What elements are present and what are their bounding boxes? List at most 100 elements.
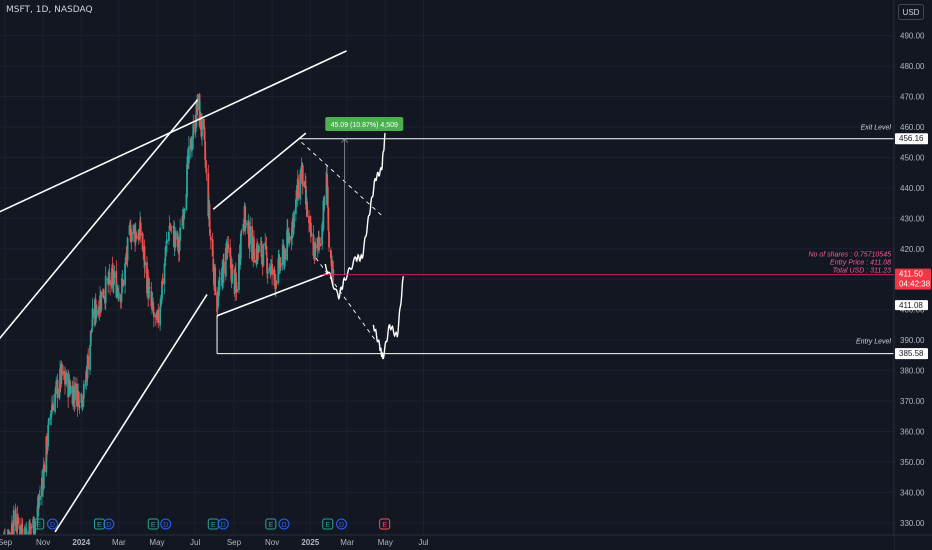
candle-body — [248, 221, 250, 248]
candle-body — [41, 478, 44, 479]
candle-body — [256, 245, 259, 261]
time-tick-label: Nov — [265, 538, 279, 547]
time-axis-bg — [0, 535, 894, 550]
candle-body — [30, 526, 33, 529]
candle-body — [55, 380, 58, 385]
candle-body — [69, 385, 72, 394]
candle-body — [41, 478, 43, 497]
candle-body — [300, 166, 303, 181]
candle-body — [223, 261, 225, 274]
candle-body — [235, 281, 238, 290]
measure-arrow-icon — [341, 138, 348, 143]
candle-body — [203, 118, 205, 130]
candle-body — [330, 255, 333, 267]
candle-body — [20, 523, 23, 530]
triangle-lower-line — [216, 272, 329, 317]
candle-body — [25, 531, 28, 534]
dividend-marker — [103, 518, 115, 530]
time-tick-label: 2025 — [301, 538, 319, 547]
candle-body — [269, 265, 272, 274]
exit-level-tag-label: 456.16 — [899, 134, 924, 143]
candle-body — [96, 309, 98, 315]
price-tick-label: 460.00 — [900, 123, 925, 132]
dividend-marker — [217, 518, 229, 530]
candle-body — [63, 371, 66, 378]
candle-body — [297, 180, 300, 199]
candle-body — [52, 403, 55, 411]
candle-body — [322, 200, 325, 230]
candle-body — [262, 244, 265, 266]
candle-body — [195, 102, 198, 128]
candle-body — [253, 259, 256, 263]
candle-body — [152, 302, 155, 312]
time-axis[interactable]: Sep Nov 2024 Mar May Jul Sep Nov 2025 Mar May Jul — [0, 534, 932, 550]
candle-body — [229, 255, 232, 269]
upper-trendline — [0, 50, 347, 213]
candle-body — [43, 464, 46, 473]
currency-button[interactable]: USD — [898, 4, 924, 20]
candle-body — [131, 231, 133, 241]
fan-upper-line — [0, 99, 199, 340]
candle-body — [112, 269, 115, 285]
candle-body — [198, 93, 201, 127]
candle-body — [308, 216, 310, 224]
candle-body — [81, 405, 84, 407]
candle-body — [124, 263, 126, 286]
candle-body — [227, 244, 230, 249]
time-tick-label: 2024 — [72, 538, 90, 547]
dividend-marker-label: D — [221, 522, 226, 529]
candle-body — [294, 199, 297, 214]
time-tick-label: May — [378, 538, 393, 547]
time-tick-label: Mar — [340, 538, 354, 547]
price-tick-label: 350.00 — [900, 458, 925, 467]
candle-body — [274, 279, 277, 289]
candle-body — [231, 266, 233, 284]
triangle-upper-line — [212, 132, 307, 210]
measure-label: 45.09 (10.87%) 4,509 — [331, 122, 398, 129]
earnings-marker-label: E — [382, 522, 387, 529]
projection-upper-dashed — [301, 141, 382, 216]
candle-body — [266, 257, 268, 273]
price-tick-label: 420.00 — [900, 245, 925, 254]
candle-body — [8, 531, 11, 536]
candle-body — [15, 527, 18, 532]
time-tick-label: May — [149, 538, 164, 547]
candle-body — [102, 288, 105, 298]
price-tick-label: 440.00 — [900, 184, 925, 193]
candle-body — [204, 161, 207, 167]
price-axis[interactable]: 330.00 340.00 350.00 360.00 370.00 380.00 390.… — [893, 0, 932, 550]
candle-body — [161, 278, 164, 286]
earnings-marker — [147, 518, 159, 530]
candle-body — [133, 227, 136, 229]
candle-body — [221, 260, 224, 289]
candle-body — [304, 186, 307, 205]
candle-body — [249, 226, 252, 245]
candle-body — [129, 226, 131, 228]
candle-body — [139, 222, 142, 236]
candle-body — [36, 506, 39, 523]
candle-body — [51, 405, 53, 414]
candle-body — [47, 425, 50, 447]
candle-body — [39, 496, 41, 500]
candle-body — [192, 124, 195, 140]
candle-body — [144, 261, 147, 266]
candle-body — [191, 140, 194, 148]
candle-body — [268, 267, 271, 270]
time-tick-label: Jul — [418, 538, 428, 547]
candle-body — [116, 286, 118, 298]
candle-body — [190, 136, 193, 152]
candle-body — [91, 328, 93, 332]
candle-body — [72, 387, 75, 407]
candle-body — [65, 372, 68, 385]
candle-body — [109, 280, 111, 286]
position-info-line: Total USD : 311.23 — [833, 268, 891, 275]
entry-level-tag — [895, 348, 928, 360]
candle-body — [132, 225, 135, 234]
dividend-marker-label: D — [281, 522, 286, 529]
candle-body — [87, 355, 90, 369]
time-tick-label: Mar — [112, 538, 126, 547]
candle-body — [207, 173, 210, 217]
candle-body — [182, 211, 185, 220]
candle-body — [54, 393, 56, 413]
